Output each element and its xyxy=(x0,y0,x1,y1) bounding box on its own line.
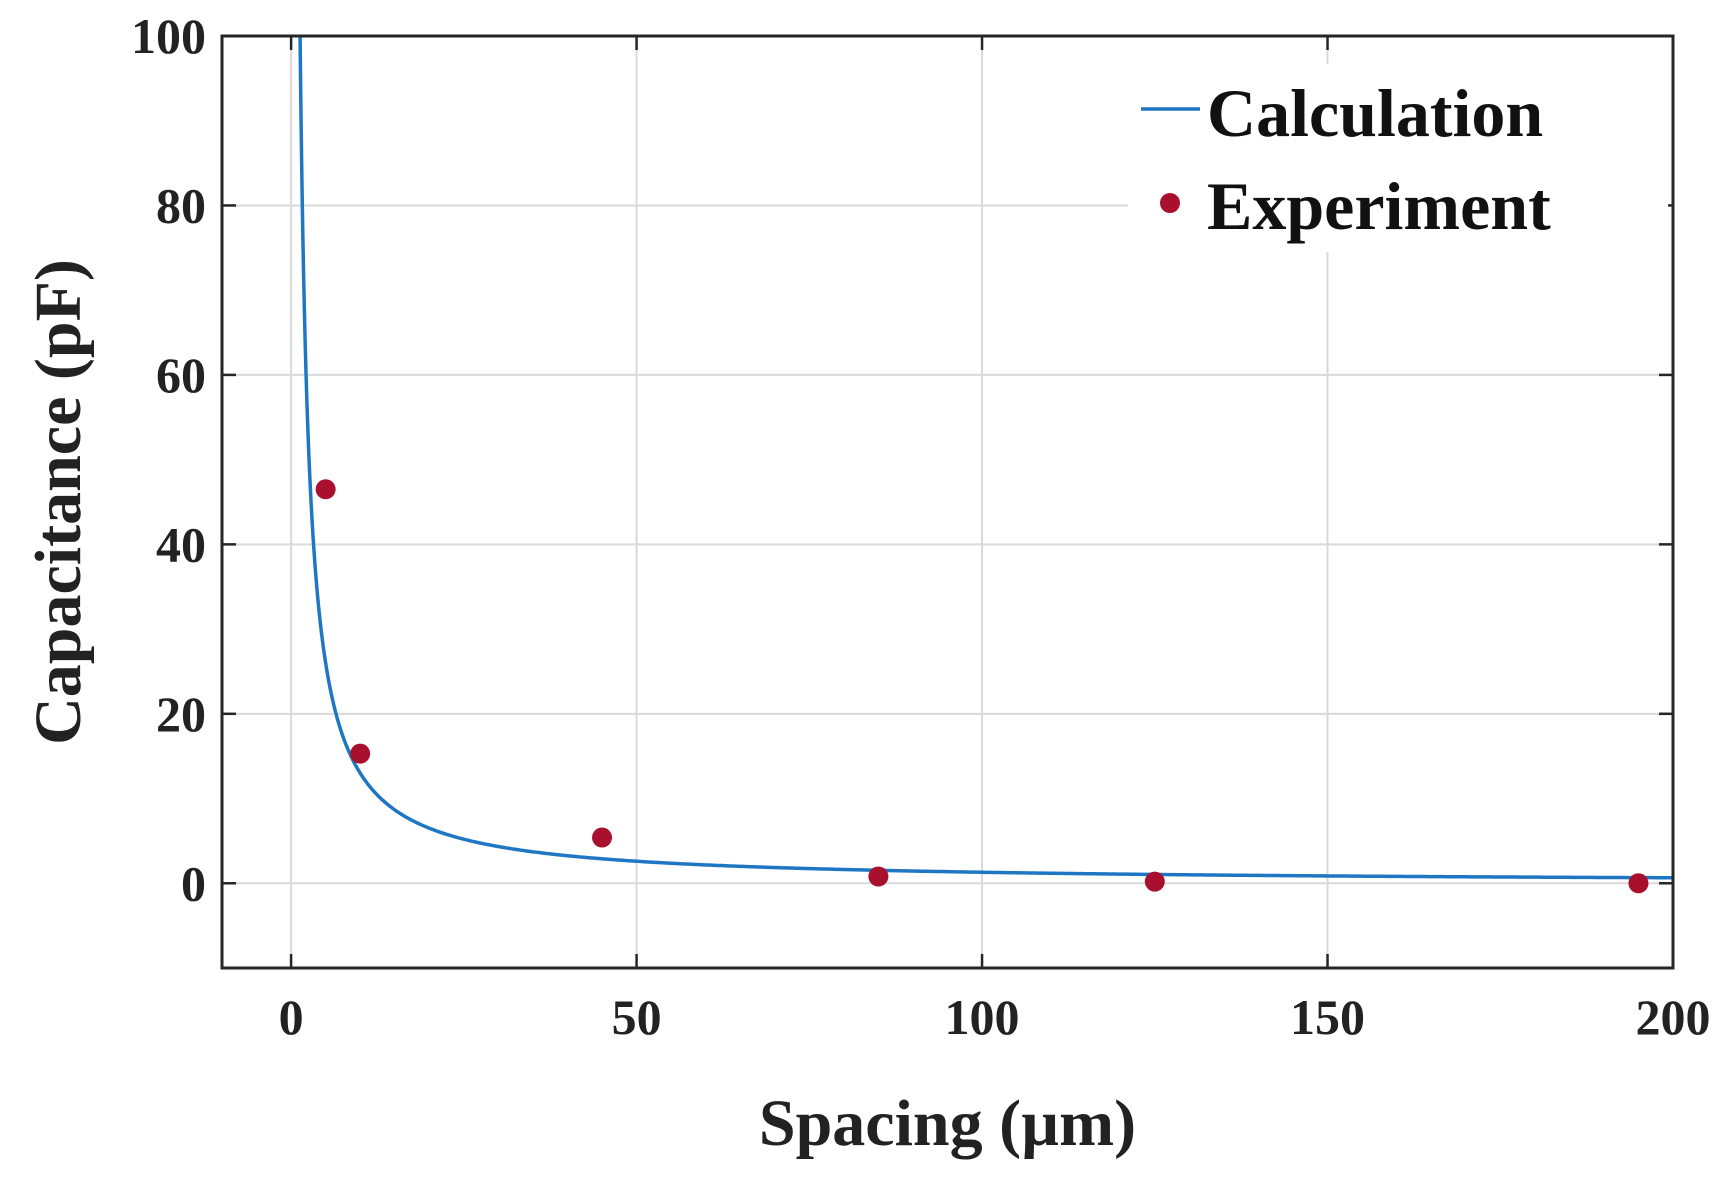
plot-area-frame xyxy=(220,34,1675,970)
calculation-line xyxy=(298,36,1673,880)
x-tick-label: 0 xyxy=(279,989,304,1045)
experiment-point xyxy=(592,827,613,848)
experiment-point xyxy=(1144,871,1165,892)
y-tick-label: 20 xyxy=(156,686,206,742)
experiment-series xyxy=(315,479,1649,894)
legend-experiment-swatch xyxy=(1160,193,1180,213)
y-tick-labels: 0 20 40 60 80 100 xyxy=(131,8,206,911)
y-tick-label: 40 xyxy=(156,516,206,572)
legend: Calculation Experiment xyxy=(1128,64,1668,252)
experiment-point xyxy=(315,479,336,500)
y-tick-label: 100 xyxy=(131,8,206,64)
x-tick-label: 200 xyxy=(1636,989,1711,1045)
x-tick-label: 100 xyxy=(945,989,1020,1045)
y-tick-label: 60 xyxy=(156,347,206,403)
x-tick-label: 150 xyxy=(1290,989,1365,1045)
legend-background xyxy=(1128,64,1668,252)
experiment-point xyxy=(350,743,371,764)
x-axis-title: Spacing (µm) xyxy=(759,1087,1136,1160)
calculation-series xyxy=(298,36,1673,880)
y-axis-title: Capacitance (pF) xyxy=(22,259,95,745)
tick-marks xyxy=(222,34,1675,968)
x-tick-label: 50 xyxy=(612,989,662,1045)
experiment-point xyxy=(1628,873,1649,894)
legend-experiment-label: Experiment xyxy=(1207,168,1551,244)
y-tick-label: 0 xyxy=(181,855,206,911)
legend-calculation-label: Calculation xyxy=(1207,75,1543,151)
experiment-point xyxy=(868,866,889,887)
x-tick-labels: 0 50 100 150 200 xyxy=(279,989,1711,1045)
y-tick-label: 80 xyxy=(156,177,206,233)
